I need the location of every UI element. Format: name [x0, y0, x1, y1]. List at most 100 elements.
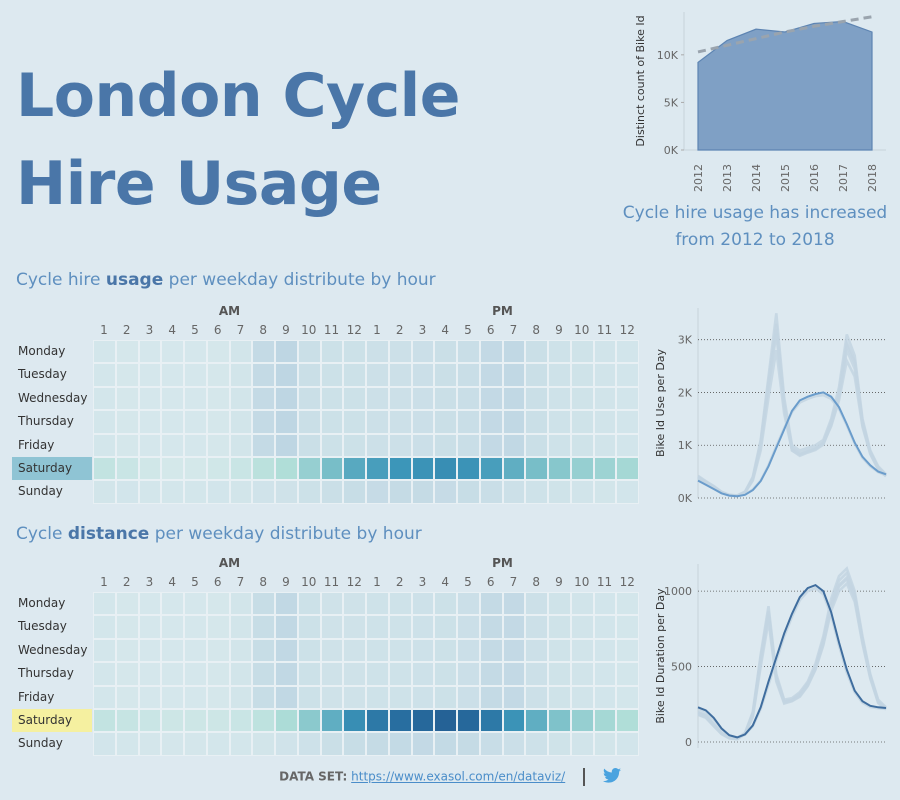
- heatmap-cell[interactable]: [525, 638, 548, 663]
- heatmap-cell[interactable]: [229, 709, 253, 733]
- heatmap-cell[interactable]: [479, 457, 503, 481]
- heatmap-cell[interactable]: [570, 662, 594, 686]
- heatmap-cell[interactable]: [138, 732, 162, 756]
- heatmap-cell[interactable]: [593, 732, 617, 756]
- heatmap-cell[interactable]: [502, 638, 526, 663]
- heatmap-cell[interactable]: [115, 433, 139, 457]
- heatmap-cell[interactable]: [252, 732, 275, 756]
- heatmap-cell[interactable]: [275, 410, 298, 434]
- heatmap-cell[interactable]: [411, 480, 435, 504]
- heatmap-cell[interactable]: [93, 662, 116, 686]
- heatmap-cell[interactable]: [320, 410, 344, 434]
- heatmap-cell[interactable]: [411, 662, 435, 686]
- heatmap-cell[interactable]: [138, 386, 162, 411]
- heatmap-cell[interactable]: [252, 638, 275, 663]
- heatmap-cell[interactable]: [548, 709, 571, 733]
- heatmap-cell[interactable]: [434, 410, 457, 434]
- heatmap-cell[interactable]: [548, 638, 571, 663]
- heatmap-cell[interactable]: [93, 410, 116, 434]
- heatmap-cell[interactable]: [229, 685, 253, 709]
- heatmap-cell[interactable]: [411, 363, 435, 387]
- heatmap-cell[interactable]: [616, 615, 639, 639]
- heatmap-cell[interactable]: [252, 386, 275, 411]
- heatmap-cell[interactable]: [479, 340, 503, 364]
- heatmap-cell[interactable]: [229, 615, 253, 639]
- heatmap-cell[interactable]: [275, 457, 298, 481]
- heatmap-cell[interactable]: [93, 709, 116, 733]
- heatmap-cell[interactable]: [525, 732, 548, 756]
- heatmap-cell[interactable]: [616, 363, 639, 387]
- heatmap-cell[interactable]: [366, 410, 389, 434]
- heatmap-cell[interactable]: [206, 685, 230, 709]
- heatmap-cell[interactable]: [388, 457, 412, 481]
- heatmap-cell[interactable]: [525, 340, 548, 364]
- heatmap-cell[interactable]: [184, 340, 207, 364]
- heatmap-cell[interactable]: [343, 709, 366, 733]
- heatmap-cell[interactable]: [275, 340, 298, 364]
- heatmap-cell[interactable]: [229, 340, 253, 364]
- heatmap-cell[interactable]: [616, 410, 639, 434]
- heatmap-cell[interactable]: [570, 410, 594, 434]
- heatmap-cell[interactable]: [206, 638, 230, 663]
- heatmap-cell[interactable]: [115, 638, 139, 663]
- heatmap-cell[interactable]: [161, 709, 184, 733]
- heatmap-cell[interactable]: [616, 480, 639, 504]
- heatmap-cell[interactable]: [184, 709, 207, 733]
- heatmap-cell[interactable]: [570, 340, 594, 364]
- heatmap-cell[interactable]: [525, 386, 548, 411]
- heatmap-cell[interactable]: [616, 433, 639, 457]
- heatmap-cell[interactable]: [525, 615, 548, 639]
- heatmap-cell[interactable]: [388, 615, 412, 639]
- heatmap-cell[interactable]: [388, 662, 412, 686]
- dataset-link[interactable]: https://www.exasol.com/en/dataviz/: [351, 769, 566, 784]
- heatmap-cell[interactable]: [320, 363, 344, 387]
- heatmap-cell[interactable]: [479, 433, 503, 457]
- heatmap-cell[interactable]: [184, 615, 207, 639]
- heatmap-cell[interactable]: [616, 340, 639, 364]
- heatmap-cell[interactable]: [229, 592, 253, 616]
- heatmap-cell[interactable]: [343, 480, 366, 504]
- heatmap-cell[interactable]: [184, 592, 207, 616]
- heatmap-cell[interactable]: [502, 410, 526, 434]
- heatmap-cell[interactable]: [297, 685, 321, 709]
- heatmap-cell[interactable]: [411, 433, 435, 457]
- heatmap-cell[interactable]: [297, 709, 321, 733]
- heatmap-cell[interactable]: [457, 340, 480, 364]
- heatmap-cell[interactable]: [457, 410, 480, 434]
- heatmap-cell[interactable]: [479, 363, 503, 387]
- heatmap-cell[interactable]: [548, 685, 571, 709]
- heatmap-cell[interactable]: [366, 732, 389, 756]
- heatmap-cell[interactable]: [138, 340, 162, 364]
- heatmap-cell[interactable]: [502, 709, 526, 733]
- heatmap-cell[interactable]: [161, 480, 184, 504]
- heatmap-cell[interactable]: [229, 638, 253, 663]
- heatmap-cell[interactable]: [479, 410, 503, 434]
- heatmap-cell[interactable]: [161, 732, 184, 756]
- heatmap-cell[interactable]: [297, 340, 321, 364]
- heatmap-cell[interactable]: [570, 480, 594, 504]
- heatmap-cell[interactable]: [593, 662, 617, 686]
- heatmap-cell[interactable]: [434, 732, 457, 756]
- heatmap-cell[interactable]: [502, 732, 526, 756]
- heatmap-cell[interactable]: [616, 732, 639, 756]
- heatmap-cell[interactable]: [434, 457, 457, 481]
- heatmap-cell[interactable]: [320, 457, 344, 481]
- heatmap-cell[interactable]: [457, 615, 480, 639]
- heatmap-cell[interactable]: [138, 433, 162, 457]
- heatmap-cell[interactable]: [161, 340, 184, 364]
- heatmap-cell[interactable]: [161, 457, 184, 481]
- heatmap-cell[interactable]: [593, 480, 617, 504]
- heatmap-cell[interactable]: [457, 433, 480, 457]
- heatmap-cell[interactable]: [115, 685, 139, 709]
- heatmap-cell[interactable]: [252, 685, 275, 709]
- heatmap-cell[interactable]: [388, 340, 412, 364]
- heatmap-cell[interactable]: [297, 457, 321, 481]
- heatmap-cell[interactable]: [229, 363, 253, 387]
- heatmap-cell[interactable]: [93, 615, 116, 639]
- heatmap-cell[interactable]: [570, 386, 594, 411]
- heatmap-cell[interactable]: [297, 592, 321, 616]
- heatmap-cell[interactable]: [570, 685, 594, 709]
- heatmap-cell[interactable]: [593, 592, 617, 616]
- heatmap-cell[interactable]: [206, 662, 230, 686]
- heatmap-cell[interactable]: [93, 638, 116, 663]
